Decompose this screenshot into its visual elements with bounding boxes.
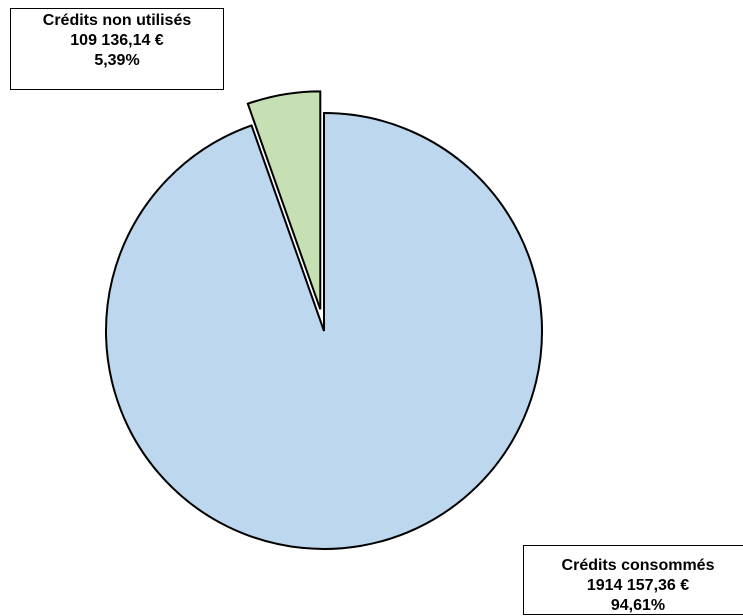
data-label-consumed-percent: 94,61% (610, 597, 666, 614)
data-label-consumed-value: 1914 157,36 € (586, 577, 690, 594)
data-label-unused-name: Crédits non utilisés (42, 12, 192, 29)
data-label-unused-credits: Crédits non utilisés 109 136,14 € 5,39% (10, 8, 224, 90)
pie-chart (104, 90, 543, 550)
data-label-unused-percent: 5,39% (94, 52, 140, 69)
pie-slice-unused-credits (246, 90, 322, 310)
data-label-consumed-credits: Crédits consommés 1914 157,36 € 94,61% (523, 545, 743, 615)
pie-slice-consumed-credits (104, 111, 543, 550)
pie-slices (104, 90, 543, 550)
data-label-consumed-name: Crédits consommés (561, 557, 715, 574)
data-label-unused-value: 109 136,14 € (70, 32, 164, 49)
